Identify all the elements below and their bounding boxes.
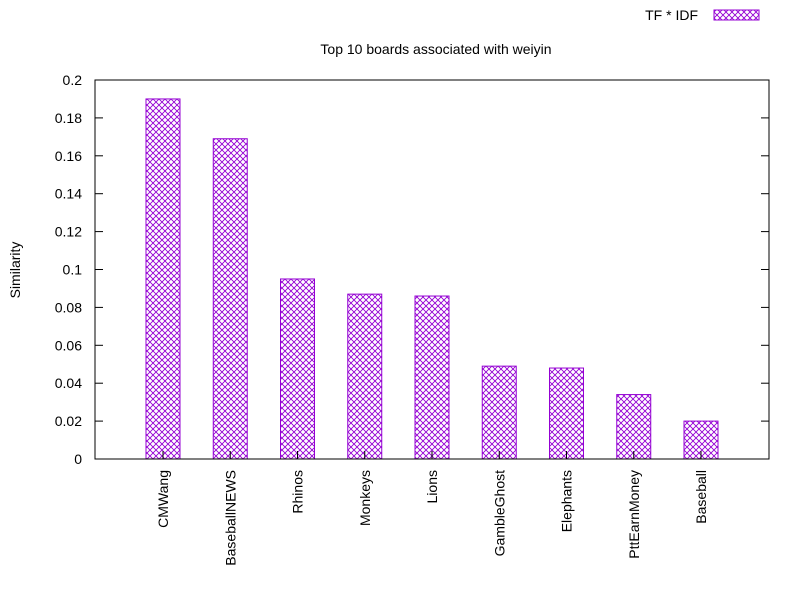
x-tick-label: Baseball <box>693 470 709 524</box>
bar-rhinos <box>280 278 315 460</box>
x-tick-label: Monkeys <box>357 470 373 526</box>
legend: TF * IDF <box>645 7 760 23</box>
x-tick-label: PttEarnMoney <box>626 470 642 559</box>
x-tick-label: Elephants <box>559 470 575 532</box>
y-tick-label: 0.08 <box>55 299 82 315</box>
bar-gambleghost <box>481 365 517 460</box>
x-tick-label: CMWang <box>155 470 171 528</box>
y-tick-label: 0.06 <box>55 337 82 353</box>
y-tick-label: 0.18 <box>55 110 82 126</box>
x-axis-labels: CMWang BaseballNEWS Rhinos Monkeys Lions Gamb… <box>155 451 709 566</box>
y-axis-ticks: 0 0.02 0.04 0.06 0.08 0.1 0.12 0.14 0.16 0.18 0.2 <box>55 72 769 467</box>
bar-cmwang <box>145 98 181 460</box>
plot-frame <box>94 79 770 460</box>
y-tick-label: 0.14 <box>55 186 82 202</box>
x-tick-label: GambleGhost <box>491 470 507 556</box>
y-tick-label: 0 <box>74 451 82 467</box>
bar-lions <box>414 295 450 460</box>
bar-baseballnews <box>212 138 248 460</box>
bar-monkeys <box>347 293 383 460</box>
x-tick-label: Lions <box>424 470 440 503</box>
bar-elephants <box>549 367 584 460</box>
chart-title: Top 10 boards associated with weiyin <box>320 41 551 57</box>
y-axis-label: Similarity <box>7 242 23 299</box>
y-tick-label: 0.2 <box>63 72 83 88</box>
bars <box>145 98 719 460</box>
y-tick-label: 0.12 <box>55 224 82 240</box>
bar-pttearnmoney <box>616 394 652 460</box>
legend-swatch <box>713 9 760 21</box>
x-tick-label: BaseballNEWS <box>222 470 238 566</box>
y-tick-label: 0.16 <box>55 148 82 164</box>
y-tick-label: 0.1 <box>63 262 83 278</box>
legend-label: TF * IDF <box>645 7 698 23</box>
x-tick-label: Rhinos <box>290 470 306 514</box>
y-tick-label: 0.02 <box>55 413 82 429</box>
y-tick-label: 0.04 <box>55 375 82 391</box>
